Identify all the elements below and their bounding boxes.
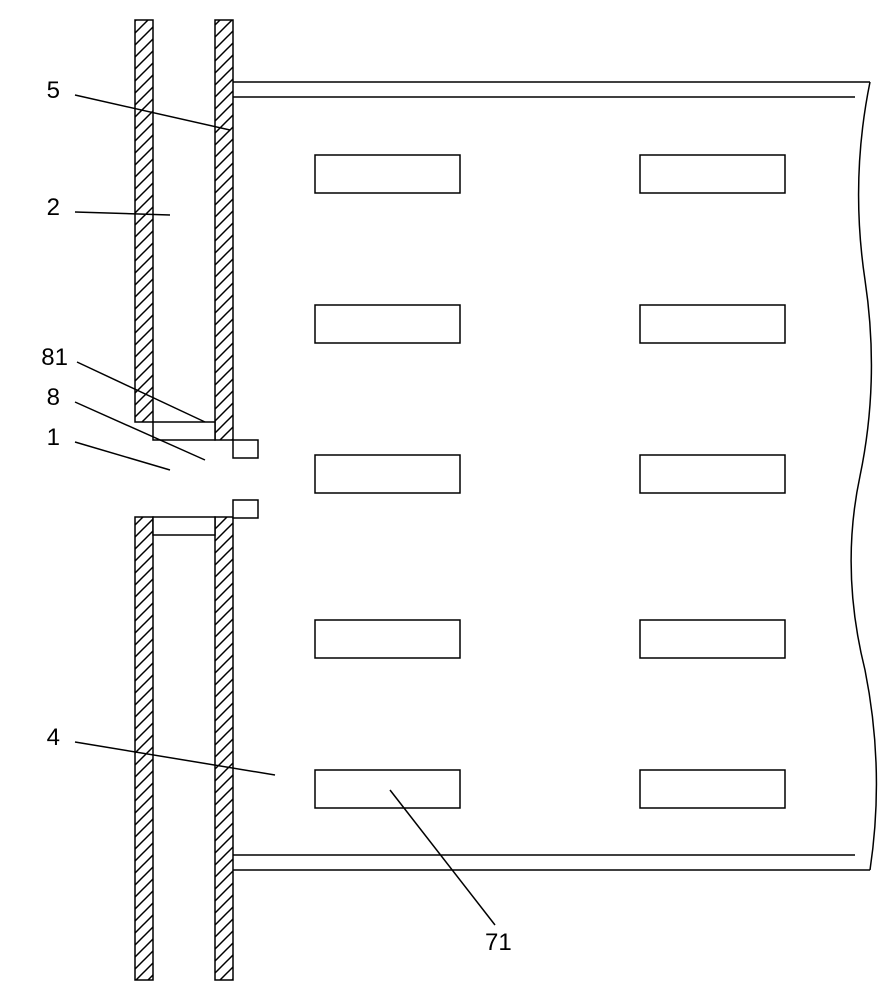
rect-cell: [640, 455, 785, 493]
rectangle-array: [315, 155, 785, 808]
label-71: 71: [485, 929, 512, 956]
label-5: 5: [47, 77, 60, 104]
technical-diagram: 5 2 81 8 1 4 71: [0, 0, 892, 1000]
rect-cell: [640, 620, 785, 658]
label-81: 81: [41, 344, 68, 371]
vertical-wall-1: [135, 20, 153, 980]
label-8: 8: [47, 384, 60, 411]
vertical-wall-2: [215, 20, 233, 980]
outer-box: [233, 82, 876, 870]
leader-line-1: [75, 442, 170, 470]
rect-cell: [640, 770, 785, 808]
label-4: 4: [47, 724, 60, 751]
labels: 5 2 81 8 1 4 71: [41, 77, 511, 956]
rect-cell: [640, 305, 785, 343]
rect-cell: [315, 770, 460, 808]
rect-cell: [315, 155, 460, 193]
wave-edge: [851, 82, 876, 870]
leader-line-71: [390, 790, 495, 925]
leader-line-2: [75, 212, 170, 215]
rect-cell: [315, 305, 460, 343]
label-1: 1: [47, 424, 60, 451]
top-ledge: [153, 422, 258, 458]
leader-line-4: [75, 742, 275, 775]
rect-cell: [315, 620, 460, 658]
rect-cell: [640, 155, 785, 193]
bottom-ledge: [153, 500, 258, 535]
label-2: 2: [47, 194, 60, 221]
rect-cell: [315, 455, 460, 493]
diagram-svg: 5 2 81 8 1 4 71: [0, 0, 892, 1000]
